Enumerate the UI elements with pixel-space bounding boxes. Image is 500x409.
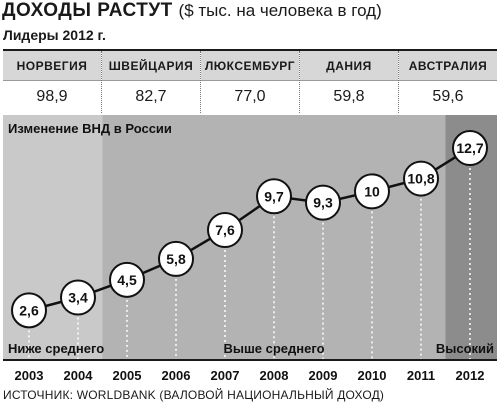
x-tick-label: 2010 xyxy=(358,368,387,383)
data-point xyxy=(207,212,243,248)
leader-column: ДАНИЯ 59,8 xyxy=(300,51,399,113)
leader-column: ШВЕЙЦАРИЯ 82,7 xyxy=(102,51,201,113)
data-point xyxy=(354,173,390,210)
x-tick-label: 2004 xyxy=(64,368,94,383)
leader-column: АВСТРАЛИЯ 59,6 xyxy=(399,51,497,113)
data-label: 4,5 xyxy=(117,272,137,288)
zone-label: Выше среднего xyxy=(223,341,324,356)
x-tick-label: 2003 xyxy=(15,368,44,383)
x-tick-label: 2011 xyxy=(407,368,435,383)
data-label: 12,7 xyxy=(456,140,483,156)
data-point xyxy=(403,160,439,197)
x-tick-label: 2009 xyxy=(309,368,338,383)
gni-chart: Ниже среднего Выше среднего Высокий Изменен… xyxy=(3,115,497,383)
data-point xyxy=(305,184,341,221)
leader-value: 59,8 xyxy=(333,88,365,105)
leaders-label: Лидеры 2012 г. xyxy=(3,27,106,43)
data-label: 9,3 xyxy=(313,195,333,211)
data-point xyxy=(256,178,292,215)
data-label: 7,6 xyxy=(215,222,235,238)
leaders-table: НОРВЕГИЯ 98,9 ШВЕЙЦАРИЯ 82,7 ЛЮКСЕМБУРГ … xyxy=(3,49,497,113)
data-point xyxy=(158,240,194,277)
data-point xyxy=(11,292,47,329)
x-tick-label: 2012 xyxy=(456,368,485,383)
chart-heading: ДОХОДЫ РАСТУТ ($ тыс. на человека в год) xyxy=(2,0,382,22)
data-label: 5,8 xyxy=(166,251,186,267)
leader-country: ШВЕЙЦАРИЯ xyxy=(102,51,200,81)
source-note: ИСТОЧНИК: WORLDBANK (ВАЛОВОЙ НАЦИОНАЛЬНЫ… xyxy=(3,388,385,402)
zone-label: Ниже среднего xyxy=(8,341,104,356)
x-tick-label: 2006 xyxy=(162,368,191,383)
leader-value: 59,6 xyxy=(432,88,464,105)
x-tick-label: 2008 xyxy=(260,368,289,383)
zone-label: Высокий xyxy=(436,341,494,356)
leader-column: ЛЮКСЕМБУРГ 77,0 xyxy=(201,51,300,113)
leader-value: 98,9 xyxy=(36,88,68,105)
data-point xyxy=(109,261,145,298)
data-point xyxy=(60,279,96,316)
leader-country: АВСТРАЛИЯ xyxy=(399,51,497,81)
series-line xyxy=(28,146,471,312)
page-title: ДОХОДЫ РАСТУТ xyxy=(2,0,173,21)
chart-title: Изменение ВНД в России xyxy=(8,121,172,136)
page-subtitle: ($ тыс. на человека в год) xyxy=(178,1,382,20)
leader-value: 82,7 xyxy=(135,88,167,105)
leader-country: ЛЮКСЕМБУРГ xyxy=(201,51,299,81)
data-label: 3,4 xyxy=(68,290,88,306)
data-label: 9,7 xyxy=(264,188,284,204)
leader-value: 77,0 xyxy=(234,88,266,105)
leader-column: НОРВЕГИЯ 98,9 xyxy=(3,51,102,113)
data-label: 10 xyxy=(364,183,380,199)
leader-country: ДАНИЯ xyxy=(300,51,398,81)
x-tick-label: 2005 xyxy=(113,368,142,383)
data-label: 2,6 xyxy=(19,302,39,318)
data-label: 10,8 xyxy=(407,171,434,187)
data-point xyxy=(452,130,488,167)
x-tick-label: 2007 xyxy=(211,368,240,383)
leader-country: НОРВЕГИЯ xyxy=(3,51,101,81)
